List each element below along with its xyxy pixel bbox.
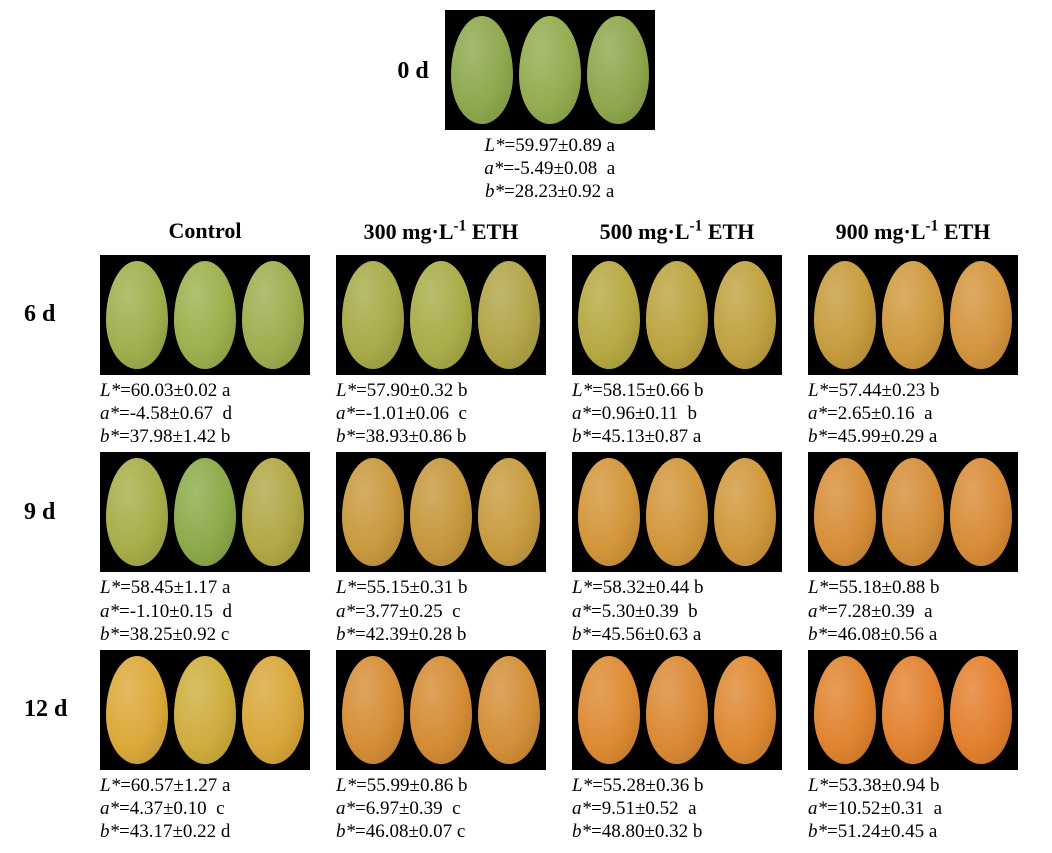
day0-row: 0 d L*=59.97±0.89 a a*=-5.49±0.08 a b*=2… [397,10,654,204]
lab-L-r2-c3: L*=53.38±0.94 b [808,774,1018,797]
photo-r0-c1 [336,255,546,375]
lab-b-r0-c2: b*=45.13±0.87 a [572,425,782,448]
cell-r0-c2: L*=58.15±0.66 ba*=0.96±0.11 bb*=45.13±0.… [562,255,792,449]
day0-time-label: 0 d [397,10,428,85]
lab-a-r2-c0: a*=4.37±0.10 c [100,797,310,820]
cell-r0-c3: L*=57.44±0.23 ba*=2.65±0.16 ab*=45.99±0.… [798,255,1028,449]
photo-r2-c1 [336,650,546,770]
day0-cell: L*=59.97±0.89 a a*=-5.49±0.08 a b*=28.23… [445,10,655,204]
lab-a-r2-c3: a*=10.52±0.31 a [808,797,1018,820]
photo-r1-c1 [336,452,546,572]
caption-r1-c1: L*=55.15±0.31 ba*=3.77±0.25 cb*=42.39±0.… [336,576,546,646]
col-header-900: 900 mg·L-1 ETH [798,218,1028,251]
lab-b-r0-c0: b*=37.98±1.42 b [100,425,310,448]
lab-L-r0-c0: L*=60.03±0.02 a [100,379,310,402]
caption-r0-c2: L*=58.15±0.66 ba*=0.96±0.11 bb*=45.13±0.… [572,379,782,449]
mango-figure: 0 d L*=59.97±0.89 a a*=-5.49±0.08 a b*=2… [20,10,1032,843]
row-label-9d: 9 d [24,452,55,572]
cell-r1-c2: L*=58.32±0.44 ba*=5.30±0.39 bb*=45.56±0.… [562,452,792,646]
lab-L-r1-c1: L*=55.15±0.31 b [336,576,546,599]
lab-b-r2-c2: b*=48.80±0.32 b [572,820,782,843]
lab-b-r2-c3: b*=51.24±0.45 a [808,820,1018,843]
lab-L-r1-c2: L*=58.32±0.44 b [572,576,782,599]
caption-r2-c2: L*=55.28±0.36 ba*=9.51±0.52 ab*=48.80±0.… [572,774,782,844]
lab-L-r2-c2: L*=55.28±0.36 b [572,774,782,797]
lab-L-r0-c2: L*=58.15±0.66 b [572,379,782,402]
caption-r2-c0: L*=60.57±1.27 aa*=4.37±0.10 cb*=43.17±0.… [100,774,310,844]
cell-r0-c1: L*=57.90±0.32 ba*=-1.01±0.06 cb*=38.93±0… [326,255,556,449]
lab-L-r2-c1: L*=55.99±0.86 b [336,774,546,797]
lab-b-r1-c3: b*=46.08±0.56 a [808,623,1018,646]
lab-a-r1-c0: a*=-1.10±0.15 d [100,600,310,623]
lab-b-r1-c2: b*=45.56±0.63 a [572,623,782,646]
day0-a: a*=-5.49±0.08 a [484,157,615,180]
lab-b-r2-c1: b*=46.08±0.07 c [336,820,546,843]
photo-r2-c2 [572,650,782,770]
cell-r1-c3: L*=55.18±0.88 ba*=7.28±0.39 ab*=46.08±0.… [798,452,1028,646]
cell-r1-c1: L*=55.15±0.31 ba*=3.77±0.25 cb*=42.39±0.… [326,452,556,646]
photo-r0-c3 [808,255,1018,375]
lab-a-r2-c2: a*=9.51±0.52 a [572,797,782,820]
day0-b: b*=28.23±0.92 a [484,180,615,203]
lab-a-r1-c3: a*=7.28±0.39 a [808,600,1018,623]
caption-r0-c0: L*=60.03±0.02 aa*=-4.58±0.67 db*=37.98±1… [100,379,310,449]
photo-r2-c3 [808,650,1018,770]
day0-caption: L*=59.97±0.89 a a*=-5.49±0.08 a b*=28.23… [484,134,615,204]
cell-r0-c0: L*=60.03±0.02 aa*=-4.58±0.67 db*=37.98±1… [90,255,320,449]
lab-b-r0-c3: b*=45.99±0.29 a [808,425,1018,448]
col-header-300: 300 mg·L-1 ETH [326,218,556,251]
photo-r1-c3 [808,452,1018,572]
caption-r1-c2: L*=58.32±0.44 ba*=5.30±0.39 bb*=45.56±0.… [572,576,782,646]
cell-r2-c1: L*=55.99±0.86 ba*=6.97±0.39 cb*=46.08±0.… [326,650,556,844]
lab-a-r1-c1: a*=3.77±0.25 c [336,600,546,623]
main-grid: Control 300 mg·L-1 ETH 500 mg·L-1 ETH 90… [24,218,1028,844]
caption-r2-c1: L*=55.99±0.86 ba*=6.97±0.39 cb*=46.08±0.… [336,774,546,844]
photo-r1-c0 [100,452,310,572]
cell-r2-c3: L*=53.38±0.94 ba*=10.52±0.31 ab*=51.24±0… [798,650,1028,844]
cell-r1-c0: L*=58.45±1.17 aa*=-1.10±0.15 db*=38.25±0… [90,452,320,646]
caption-r2-c3: L*=53.38±0.94 ba*=10.52±0.31 ab*=51.24±0… [808,774,1018,844]
lab-a-r1-c2: a*=5.30±0.39 b [572,600,782,623]
lab-L-r1-c0: L*=58.45±1.17 a [100,576,310,599]
cell-r2-c0: L*=60.57±1.27 aa*=4.37±0.10 cb*=43.17±0.… [90,650,320,844]
photo-r0-c0 [100,255,310,375]
lab-L-r1-c3: L*=55.18±0.88 b [808,576,1018,599]
photo-r0-c2 [572,255,782,375]
lab-a-r0-c3: a*=2.65±0.16 a [808,402,1018,425]
row-label-12d: 12 d [24,650,67,770]
lab-L-r2-c0: L*=60.57±1.27 a [100,774,310,797]
lab-b-r0-c1: b*=38.93±0.86 b [336,425,546,448]
photo-r1-c2 [572,452,782,572]
lab-b-r1-c1: b*=42.39±0.28 b [336,623,546,646]
caption-r1-c3: L*=55.18±0.88 ba*=7.28±0.39 ab*=46.08±0.… [808,576,1018,646]
caption-r0-c1: L*=57.90±0.32 ba*=-1.01±0.06 cb*=38.93±0… [336,379,546,449]
lab-b-r1-c0: b*=38.25±0.92 c [100,623,310,646]
caption-r0-c3: L*=57.44±0.23 ba*=2.65±0.16 ab*=45.99±0.… [808,379,1018,449]
row-label-6d: 6 d [24,255,55,375]
lab-L-r0-c3: L*=57.44±0.23 b [808,379,1018,402]
cell-r2-c2: L*=55.28±0.36 ba*=9.51±0.52 ab*=48.80±0.… [562,650,792,844]
photo-r2-c0 [100,650,310,770]
lab-a-r0-c0: a*=-4.58±0.67 d [100,402,310,425]
lab-a-r0-c1: a*=-1.01±0.06 c [336,402,546,425]
lab-L-r0-c1: L*=57.90±0.32 b [336,379,546,402]
lab-a-r2-c1: a*=6.97±0.39 c [336,797,546,820]
col-header-500: 500 mg·L-1 ETH [562,218,792,251]
col-header-control: Control [90,218,320,251]
lab-b-r2-c0: b*=43.17±0.22 d [100,820,310,843]
lab-a-r0-c2: a*=0.96±0.11 b [572,402,782,425]
day0-L: L*=59.97±0.89 a [484,134,615,157]
caption-r1-c0: L*=58.45±1.17 aa*=-1.10±0.15 db*=38.25±0… [100,576,310,646]
day0-photo [445,10,655,130]
